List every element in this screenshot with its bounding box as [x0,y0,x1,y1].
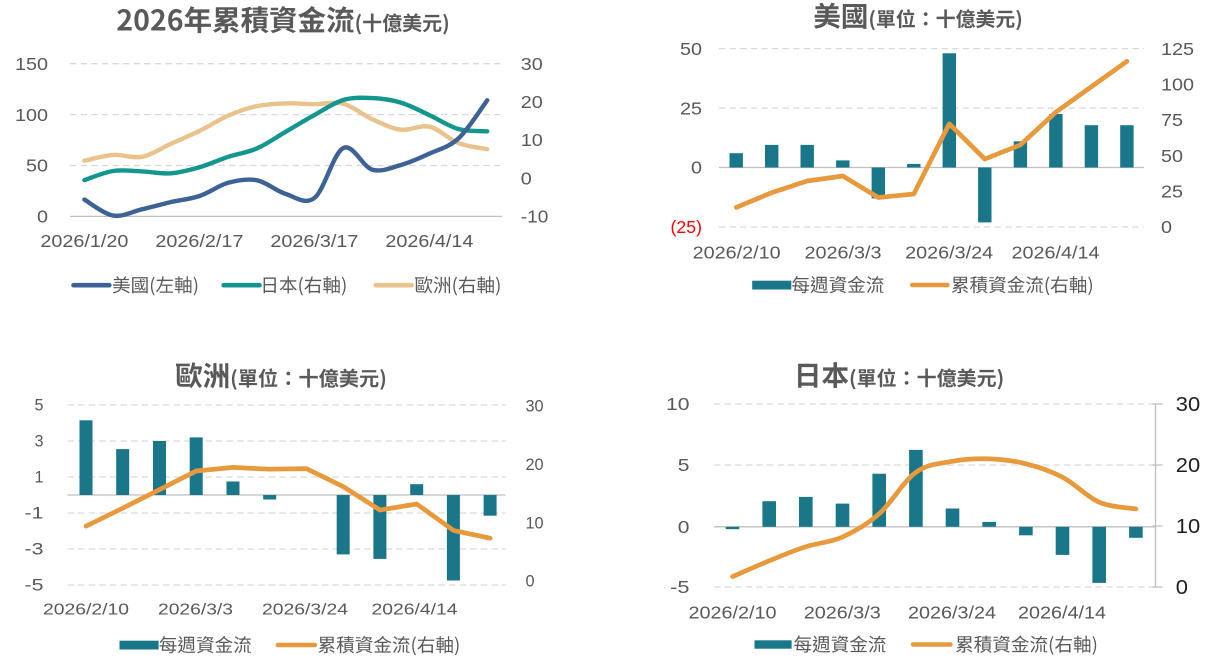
svg-text:2026/3/3: 2026/3/3 [805,243,882,263]
svg-text:0: 0 [678,517,690,537]
svg-text:2026/4/14: 2026/4/14 [372,602,458,619]
svg-text:2026/3/17: 2026/3/17 [270,231,358,251]
svg-text:0: 0 [691,158,702,178]
svg-text:75: 75 [1161,110,1183,130]
svg-text:-3: -3 [25,541,44,559]
svg-text:10: 10 [666,394,690,414]
svg-text:2026/4/14: 2026/4/14 [1012,243,1100,263]
svg-text:50: 50 [26,156,48,176]
svg-text:50: 50 [680,39,702,59]
svg-text:0: 0 [521,168,532,188]
svg-text:2026/2/17: 2026/2/17 [155,231,243,251]
svg-text:-5: -5 [25,577,44,595]
svg-text:2026/1/20: 2026/1/20 [40,231,128,251]
svg-text:-10: -10 [521,207,549,227]
svg-text:20: 20 [521,92,543,112]
svg-text:100: 100 [1161,74,1194,94]
svg-text:5: 5 [34,397,43,415]
svg-text:1: 1 [34,469,43,487]
svg-text:0: 0 [37,207,48,227]
svg-text:125: 125 [1161,39,1194,59]
svg-text:3: 3 [34,433,43,451]
svg-text:0: 0 [526,573,535,591]
svg-text:2026/2/10: 2026/2/10 [689,603,777,623]
svg-text:2026/3/24: 2026/3/24 [905,243,993,263]
svg-text:10: 10 [1176,515,1200,538]
svg-text:10: 10 [526,514,544,532]
svg-text:5: 5 [678,455,690,475]
svg-text:0: 0 [1176,576,1188,599]
svg-text:30: 30 [526,398,544,416]
svg-text:30: 30 [1176,393,1200,416]
svg-text:2026/2/10: 2026/2/10 [693,243,781,263]
svg-text:25: 25 [1161,182,1183,202]
svg-text:10: 10 [521,130,543,150]
svg-text:(25): (25) [671,217,703,237]
svg-text:30: 30 [521,54,543,74]
svg-text:2026/4/14: 2026/4/14 [385,231,473,251]
svg-text:2026/3/24: 2026/3/24 [262,602,348,619]
svg-text:25: 25 [680,98,702,118]
svg-text:100: 100 [15,105,48,125]
svg-text:20: 20 [526,456,544,474]
svg-text:2026/4/14: 2026/4/14 [1018,603,1106,623]
svg-text:-5: -5 [670,577,689,597]
svg-text:2026/3/3: 2026/3/3 [804,603,881,623]
svg-text:2026/3/3: 2026/3/3 [158,602,233,619]
svg-text:20: 20 [1176,454,1200,477]
svg-text:-1: -1 [25,505,44,523]
svg-text:2026/3/24: 2026/3/24 [908,603,996,623]
svg-text:50: 50 [1161,146,1183,166]
svg-text:2026/2/10: 2026/2/10 [43,602,129,619]
svg-text:0: 0 [1161,217,1172,237]
svg-text:150: 150 [15,54,48,74]
